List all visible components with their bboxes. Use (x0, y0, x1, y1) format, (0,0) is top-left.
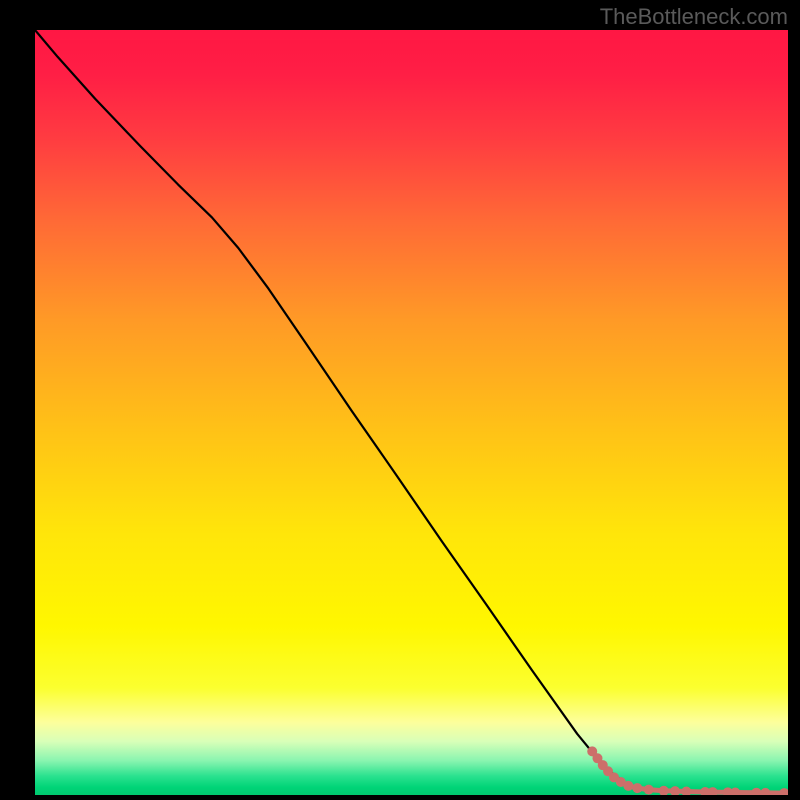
plot-svg-overlay (35, 30, 788, 795)
series-overlay_points-marker (644, 785, 654, 795)
series-overlay_points-marker (779, 788, 788, 795)
plot-frame (35, 30, 788, 795)
series-main_line-line (35, 30, 788, 793)
series-overlay_points-marker (730, 787, 740, 795)
series-overlay_points-marker (659, 786, 669, 795)
series-overlay_points-marker (632, 783, 642, 793)
series-overlay_points-marker (670, 786, 680, 795)
series-overlay_points-marker (623, 781, 633, 791)
watermark-text: TheBottleneck.com (600, 4, 788, 30)
series-overlay_points-marker (708, 787, 718, 795)
series-overlay_points-marker (760, 788, 770, 795)
series-overlay_points-marker (751, 788, 761, 795)
chart-canvas: TheBottleneck.com (0, 0, 800, 800)
series-overlay_points-marker (681, 787, 691, 795)
